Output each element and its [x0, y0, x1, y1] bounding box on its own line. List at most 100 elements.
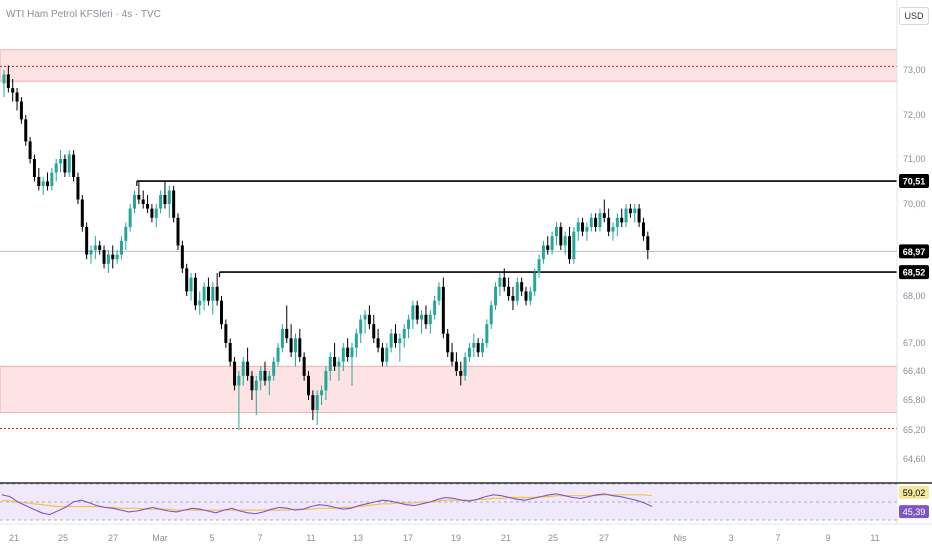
currency-button[interactable]: USD: [899, 7, 929, 25]
candle-body: [246, 361, 250, 376]
candle-body: [428, 314, 432, 325]
candle-body: [454, 361, 458, 371]
candle: [337, 357, 341, 381]
candle: [263, 361, 267, 386]
candle-body: [128, 208, 132, 227]
candle: [363, 310, 367, 334]
candle: [76, 172, 80, 204]
candle: [285, 305, 289, 343]
x-tick-label: 25: [548, 533, 558, 543]
candle: [611, 222, 615, 241]
candle-body: [337, 361, 341, 367]
y-tick-label: 71,00: [903, 154, 926, 164]
candle-body: [85, 227, 89, 255]
x-tick-label: Mar: [152, 533, 168, 543]
chart-title: WTI Ham Petrol KFSleri · 4s · TVC: [6, 9, 161, 20]
candle: [159, 190, 163, 214]
candle: [602, 199, 606, 223]
candle-body: [233, 361, 237, 386]
candle-body: [41, 181, 45, 186]
candle: [189, 273, 193, 301]
x-tick-label: 7: [257, 533, 262, 543]
candle-body: [507, 286, 511, 296]
y-tick-label: 65,80: [903, 395, 926, 405]
candle: [481, 338, 484, 357]
candle-body: [554, 227, 558, 237]
candle: [224, 319, 228, 348]
candle-body: [398, 338, 402, 343]
candle-body: [154, 208, 158, 218]
x-tick-label: 21: [9, 533, 19, 543]
candle: [307, 371, 310, 400]
candle-body: [224, 324, 228, 343]
candle: [80, 195, 84, 232]
candle: [367, 305, 371, 329]
candle-body: [511, 296, 515, 301]
candle-body: [202, 286, 206, 301]
x-tick-label: 25: [58, 533, 68, 543]
candle-body: [289, 338, 293, 353]
candle: [341, 343, 345, 371]
candle-body: [267, 375, 271, 381]
candle: [41, 177, 45, 195]
candle: [594, 213, 598, 232]
candle-body: [298, 338, 302, 357]
candle-body: [550, 236, 554, 250]
candle: [511, 286, 515, 311]
candle: [141, 190, 145, 209]
y-tick-label: 67,00: [903, 338, 926, 348]
candle-body: [211, 286, 215, 301]
candle-body: [302, 357, 306, 376]
candle: [411, 300, 415, 329]
price-tag-label: 70,51: [903, 177, 926, 187]
candle: [302, 352, 306, 381]
candle-body: [285, 328, 289, 339]
candle-body: [581, 222, 585, 232]
price-tag: [899, 244, 929, 259]
candle: [202, 282, 206, 311]
candle: [420, 310, 424, 334]
candle: [198, 291, 202, 315]
candle: [446, 328, 450, 357]
candle: [407, 314, 411, 339]
candle-body: [385, 347, 389, 362]
candle: [228, 338, 232, 367]
candle-body: [620, 217, 624, 223]
candle-body: [633, 208, 637, 214]
candle: [454, 352, 458, 376]
candle: [324, 366, 328, 400]
candle: [589, 213, 593, 232]
candle: [615, 213, 619, 237]
candle-body: [359, 319, 363, 334]
candle: [646, 231, 650, 260]
candle: [637, 204, 641, 227]
price-tag-label: 68,52: [903, 268, 926, 278]
candle-body: [141, 199, 145, 204]
candle: [233, 357, 237, 391]
candle: [459, 361, 463, 386]
candle-body: [602, 213, 606, 218]
candle-body: [272, 361, 276, 376]
candle: [428, 310, 432, 334]
levels-layer: [0, 180, 897, 278]
candle: [54, 159, 58, 182]
candle: [450, 343, 454, 367]
candle-body: [641, 222, 645, 237]
candle: [498, 273, 502, 296]
y-tick-label: 66,40: [903, 366, 926, 376]
y-tick-label: 72,00: [903, 110, 926, 120]
candle: [254, 375, 258, 415]
candle-body: [415, 305, 419, 320]
candle: [163, 181, 167, 209]
candle-body: [254, 380, 258, 391]
candle-body: [515, 282, 519, 301]
candle: [259, 366, 263, 391]
rsi-band: [0, 484, 897, 520]
candle: [72, 150, 76, 182]
candle: [350, 343, 354, 386]
candle-body: [189, 277, 193, 292]
candle: [472, 333, 476, 357]
candle: [359, 314, 363, 343]
